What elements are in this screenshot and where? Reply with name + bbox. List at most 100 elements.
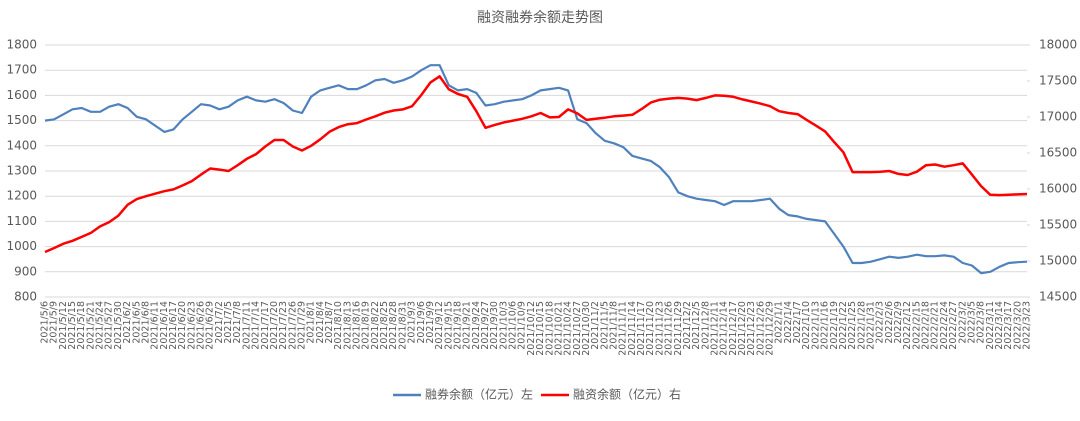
- x-tick-label: 2021/10/15: [535, 301, 546, 356]
- y2-tick-label: 15000: [1039, 254, 1077, 268]
- x-tick-label: 2021/12/26: [755, 301, 766, 356]
- x-tick-label: 2021/9/3: [407, 301, 418, 344]
- x-tick-label: 2021/12/23: [746, 301, 757, 356]
- x-tick-label: 2021/9/27: [480, 301, 491, 350]
- x-tick-label: 2021/9/30: [489, 301, 500, 350]
- y2-tick-label: 15500: [1039, 218, 1077, 232]
- x-tick-label: 2021/7/26: [287, 301, 298, 350]
- x-tick-label: 2021/5/6: [40, 301, 51, 344]
- x-tick-label: 2022/1/19: [829, 301, 840, 350]
- x-tick-label: 2021/12/2: [682, 301, 693, 350]
- x-tick-label: 2021/7/2: [214, 301, 225, 344]
- x-tick-label: 2021/11/11: [618, 301, 629, 356]
- x-tick-label: 2021/8/16: [352, 301, 363, 350]
- x-tick-label: 2021/8/4: [315, 301, 326, 344]
- x-tick-label: 2021/7/14: [251, 301, 262, 350]
- y-tick-label: 1000: [6, 239, 37, 253]
- x-tick-label: 2021/8/28: [388, 301, 399, 350]
- x-tick-label: 2021/12/20: [737, 301, 748, 356]
- x-tick-label: 2022/2/3: [875, 301, 886, 344]
- x-tick-label: 2021/11/29: [673, 301, 684, 356]
- x-tick-label: 2022/1/16: [820, 301, 831, 350]
- x-tick-label: 2021/10/24: [563, 301, 574, 356]
- x-tick-label: 2021/11/23: [654, 301, 665, 356]
- x-tick-label: 2021/6/5: [131, 301, 142, 344]
- y2-tick-label: 18000: [1039, 38, 1077, 52]
- y2-tick-label: 16000: [1039, 182, 1077, 196]
- y-tick-label: 1600: [6, 88, 37, 102]
- x-tick-label: 2021/7/8: [232, 301, 243, 344]
- x-tick-label: 2021/7/29: [296, 301, 307, 350]
- x-tick-label: 2021/5/27: [104, 301, 115, 350]
- x-tick-label: 2021/11/20: [645, 301, 656, 356]
- x-tick-label: 2021/10/6: [508, 301, 519, 350]
- x-tick-label: 2021/12/8: [700, 301, 711, 350]
- legend-label: 融券余额（亿元）左: [425, 387, 533, 402]
- x-tick-label: 2022/3/8: [976, 301, 987, 344]
- x-tick-label: 2021/10/21: [553, 301, 564, 356]
- x-tick-label: 2022/2/6: [884, 301, 895, 344]
- y-tick-label: 1100: [6, 214, 37, 228]
- x-tick-label: 2021/5/21: [85, 301, 96, 350]
- x-tick-label: 2021/8/10: [333, 301, 344, 350]
- x-tick-label: 2022/1/28: [856, 301, 867, 350]
- x-tick-label: 2021/11/2: [590, 301, 601, 350]
- x-tick-label: 2021/8/13: [342, 301, 353, 350]
- x-tick-label: 2021/6/14: [159, 301, 170, 350]
- x-tick-label: 2021/12/17: [728, 301, 739, 356]
- x-tick-label: 2021/6/20: [177, 301, 188, 350]
- x-tick-label: 2021/10/12: [526, 301, 537, 356]
- x-tick-label: 2021/6/11: [150, 301, 161, 350]
- x-tick-label: 2021/11/14: [627, 301, 638, 356]
- x-tick-label: 2021/9/21: [462, 301, 473, 350]
- legend-label: 融资余额（亿元）右: [573, 387, 681, 402]
- x-tick-label: 2021/5/15: [67, 301, 78, 350]
- x-tick-label: 2022/1/31: [865, 301, 876, 350]
- x-tick-label: 2022/1/10: [801, 301, 812, 350]
- y-tick-label: 1300: [6, 164, 37, 178]
- x-tick-label: 2022/2/27: [948, 301, 959, 350]
- x-tick-label: 2021/11/5: [599, 301, 610, 350]
- x-tick-label: 2021/10/18: [544, 301, 555, 356]
- x-tick-label: 2022/3/20: [1012, 301, 1023, 350]
- x-tick-label: 2021/9/24: [471, 301, 482, 350]
- y-tick-label: 800: [14, 290, 37, 304]
- x-tick-label: 2022/1/1: [774, 301, 785, 344]
- y-tick-label: 900: [14, 264, 37, 278]
- x-tick-label: 2021/9/6: [416, 301, 427, 344]
- x-tick-label: 2021/12/5: [691, 301, 702, 350]
- x-tick-label: 2021/6/26: [196, 301, 207, 350]
- x-tick-label: 2021/8/7: [324, 301, 335, 344]
- x-tick-label: 2021/6/8: [140, 301, 151, 344]
- y-tick-label: 1400: [6, 138, 37, 152]
- y2-tick-label: 17000: [1039, 110, 1077, 124]
- x-tick-label: 2021/10/30: [581, 301, 592, 356]
- y-tick-label: 1800: [6, 38, 37, 52]
- y-tick-label: 1200: [6, 189, 37, 203]
- x-tick-label: 2022/1/25: [847, 301, 858, 350]
- x-tick-label: 2021/6/29: [205, 301, 216, 350]
- x-tick-label: 2022/2/12: [902, 301, 913, 350]
- y2-tick-label: 16500: [1039, 146, 1077, 160]
- x-tick-label: 2021/5/12: [58, 301, 69, 350]
- y2-tick-label: 14500: [1039, 290, 1077, 304]
- x-tick-label: 2021/9/18: [452, 301, 463, 350]
- x-tick-label: 2021/10/9: [517, 301, 528, 350]
- x-tick-label: 2022/2/18: [921, 301, 932, 350]
- x-tick-label: 2022/2/24: [939, 301, 950, 350]
- x-tick-label: 2021/8/1: [306, 301, 317, 344]
- chart-title: 融资融券余额走势图: [477, 9, 603, 26]
- x-tick-label: 2021/11/26: [664, 301, 675, 356]
- x-tick-label: 2021/10/27: [572, 301, 583, 356]
- x-tick-label: 2021/5/18: [76, 301, 87, 350]
- x-tick-label: 2021/9/12: [434, 301, 445, 350]
- x-tick-label: 2021/12/14: [719, 301, 730, 356]
- x-tick-label: 2021/12/29: [765, 301, 776, 356]
- x-tick-label: 2022/3/5: [966, 301, 977, 344]
- x-tick-label: 2022/3/2: [957, 301, 968, 344]
- line-series: [44, 75, 1028, 254]
- x-tick-label: 2021/7/17: [260, 301, 271, 350]
- x-tick-label: 2021/6/23: [186, 301, 197, 350]
- x-tick-label: 2021/12/11: [709, 301, 720, 356]
